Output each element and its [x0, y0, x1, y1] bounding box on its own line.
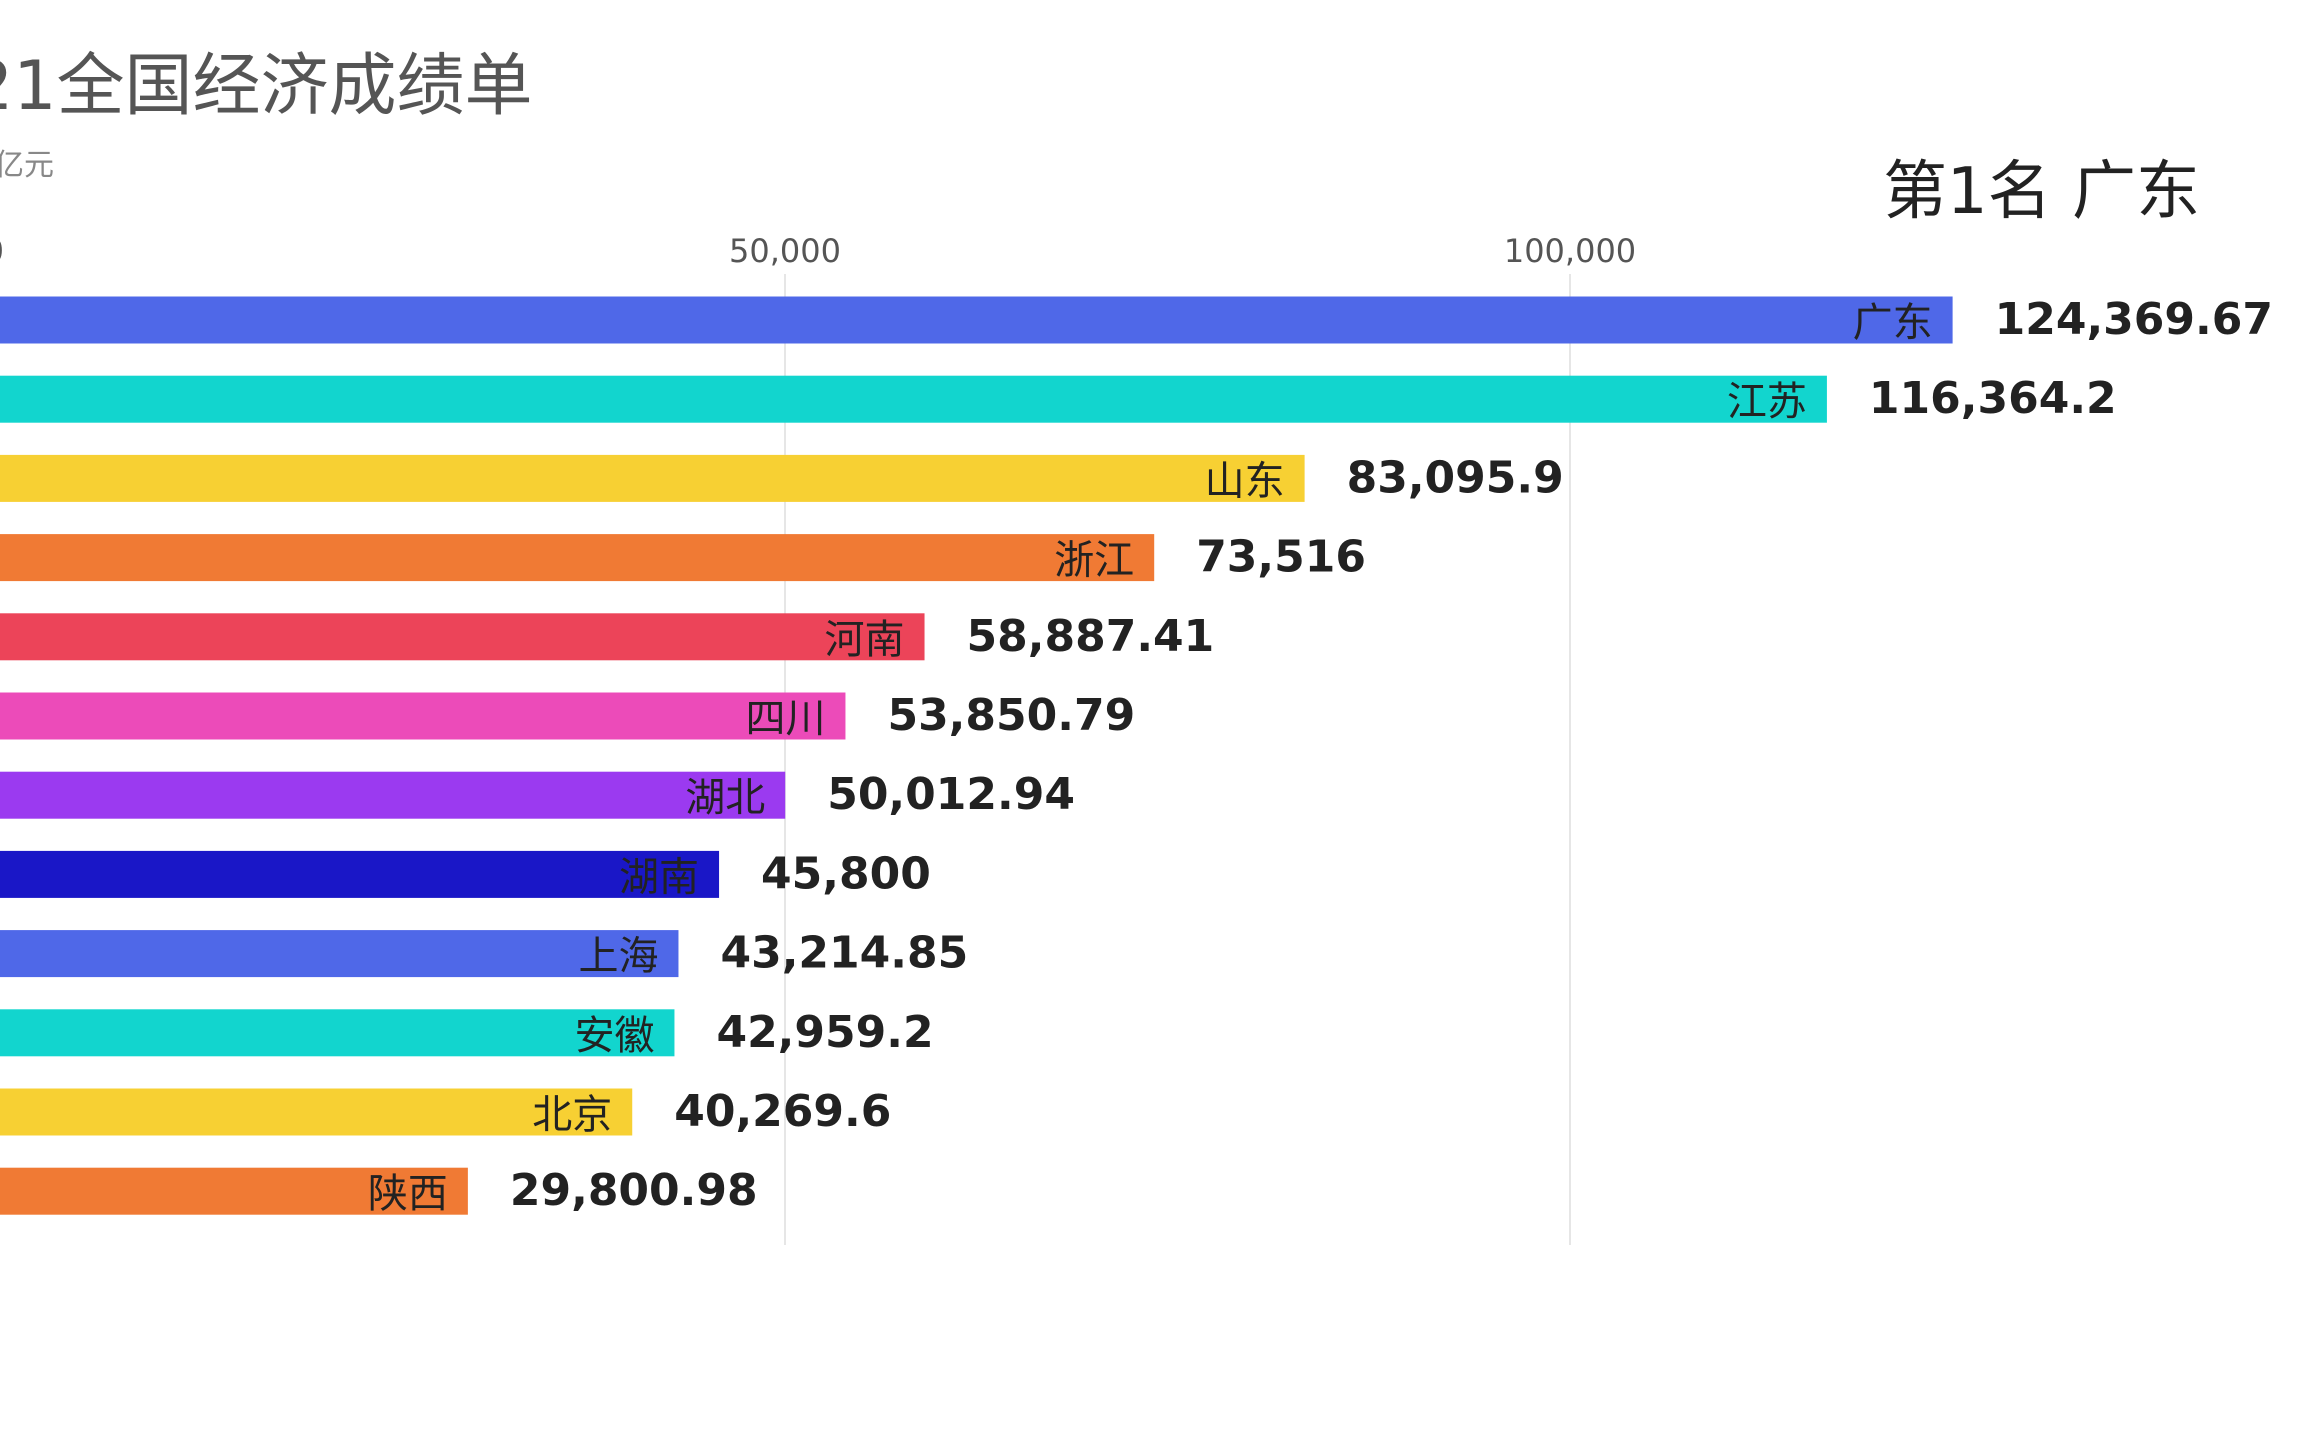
- bar-value-label: 40,269.6: [674, 1086, 891, 1137]
- bar-value-label: 42,959.2: [716, 1007, 933, 1058]
- bar-value-label: 29,800.98: [510, 1165, 758, 1216]
- x-tick-label: 50,000: [729, 232, 841, 270]
- bar-category-label: 江苏: [1727, 379, 1807, 425]
- bar-category-label: 广东: [1853, 300, 1933, 346]
- bar-0: [0, 296, 1953, 344]
- bar-category-label: 上海: [578, 934, 658, 980]
- bar-value-label: 43,214.85: [720, 928, 968, 979]
- bar-category-label: 山东: [1205, 458, 1285, 504]
- bar-9: [0, 1009, 675, 1057]
- bar-value-label: 45,800: [761, 848, 931, 899]
- bar-category-label: 河南: [825, 617, 905, 663]
- bar-category-label: 湖北: [685, 775, 765, 821]
- bar-6: [0, 771, 786, 819]
- x-tick-label: 0: [0, 232, 4, 270]
- bar-2: [0, 454, 1305, 502]
- bar-category-label: 四川: [745, 696, 825, 742]
- bar-1: [0, 375, 1827, 423]
- bar-value-label: 50,012.94: [827, 769, 1075, 820]
- bar-value-label: 58,887.41: [967, 611, 1215, 662]
- bar-category-label: 北京: [532, 1092, 612, 1138]
- bar-10: [0, 1088, 633, 1136]
- bar-category-label: 陕西: [368, 1171, 448, 1217]
- bar-value-label: 83,095.9: [1347, 452, 1564, 503]
- bar-11: [0, 1167, 468, 1215]
- bar-category-label: 湖南: [619, 854, 699, 900]
- chart-title: 21全国经济成绩单: [0, 47, 533, 126]
- x-tick-label: 100,000: [1504, 232, 1636, 270]
- bar-category-label: 安徽: [574, 1013, 654, 1059]
- bar-value-label: 124,369.67: [1995, 294, 2273, 345]
- bar-7: [0, 850, 720, 898]
- unit-label: 亿元: [0, 148, 54, 183]
- bar-value-label: 73,516: [1196, 532, 1366, 583]
- bar-value-label: 53,850.79: [887, 690, 1135, 741]
- bar-4: [0, 613, 925, 661]
- bar-category-label: 浙江: [1054, 538, 1134, 584]
- bar-3: [0, 534, 1155, 582]
- bar-value-label: 116,364.2: [1869, 373, 2117, 424]
- rank-label: 第1名 广东: [1882, 155, 2200, 229]
- bar-8: [0, 930, 679, 978]
- bar-5: [0, 692, 846, 740]
